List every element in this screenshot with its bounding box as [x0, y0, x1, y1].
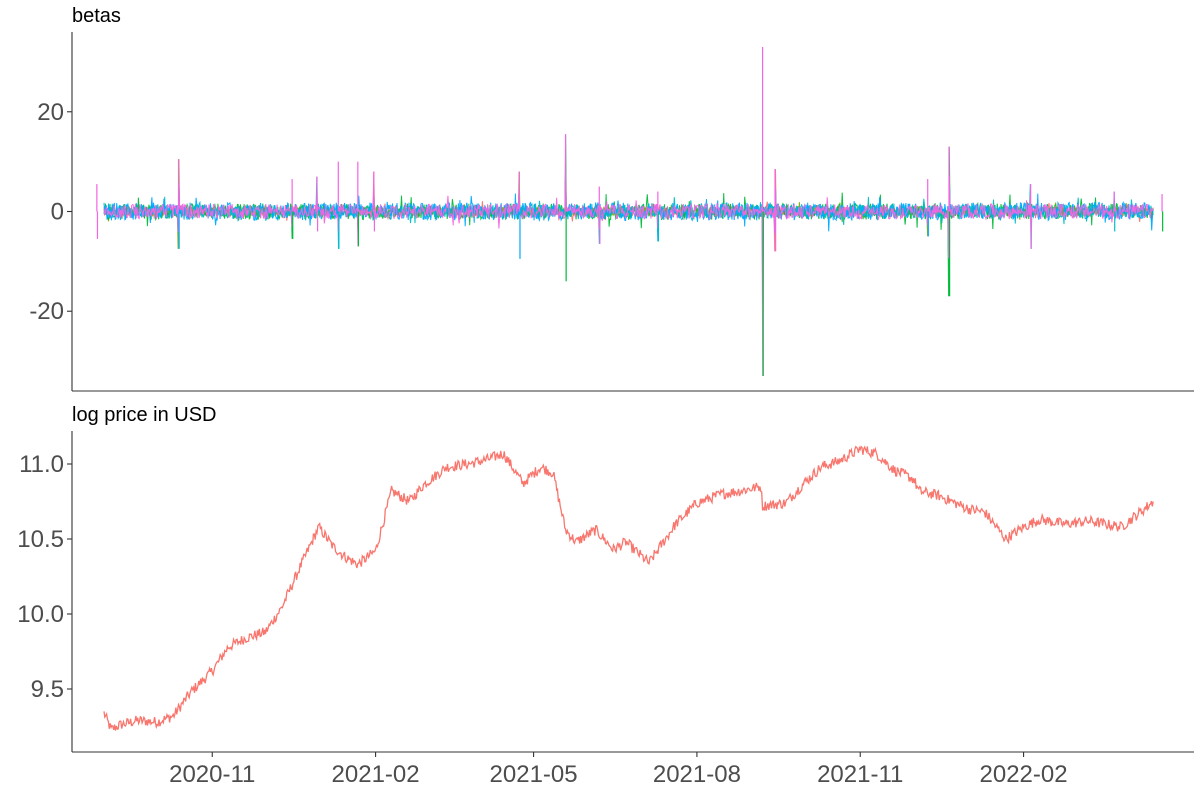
log-price-panel: log price in USD 9.5 10.0 10.5 11.0 2020-11… — [17, 404, 1194, 788]
x-tick-label: 2021-11 — [817, 761, 903, 788]
log-price-series-line — [103, 445, 1154, 731]
x-tick-label: 2022-02 — [980, 761, 1068, 788]
betas-lines — [96, 46, 1164, 377]
betas-panel-title: betas — [72, 5, 121, 27]
betas-series-line — [103, 168, 1154, 303]
betas-y-ticks: -20 0 20 — [29, 99, 72, 325]
log-price-x-ticks: 2020-11 2021-02 2021-05 2021-08 2021-11 2022-… — [169, 752, 1068, 788]
log-price-panel-title: log price in USD — [72, 404, 217, 426]
log-price-y-tick-label: 10.0 — [17, 601, 64, 628]
betas-series-line — [103, 159, 1154, 249]
log-price-y-tick-label: 11.0 — [19, 451, 64, 478]
betas-panel: betas -20 0 20 — [29, 5, 1194, 392]
log-price-lines — [103, 445, 1154, 731]
log-price-y-ticks: 9.5 10.0 10.5 11.0 — [17, 451, 72, 703]
betas-series-line — [103, 191, 1154, 249]
x-tick-label: 2021-05 — [490, 761, 578, 788]
x-tick-label: 2021-02 — [332, 761, 420, 788]
log-price-y-tick-label: 10.5 — [17, 526, 64, 553]
betas-series-line — [103, 168, 1154, 377]
betas-y-tick-label: 20 — [37, 99, 64, 126]
betas-y-tick-label: -20 — [29, 298, 64, 325]
x-tick-label: 2020-11 — [169, 761, 255, 788]
x-tick-label: 2021-08 — [653, 761, 741, 788]
betas-y-tick-label: 0 — [51, 199, 64, 226]
log-price-y-tick-label: 9.5 — [31, 676, 64, 703]
